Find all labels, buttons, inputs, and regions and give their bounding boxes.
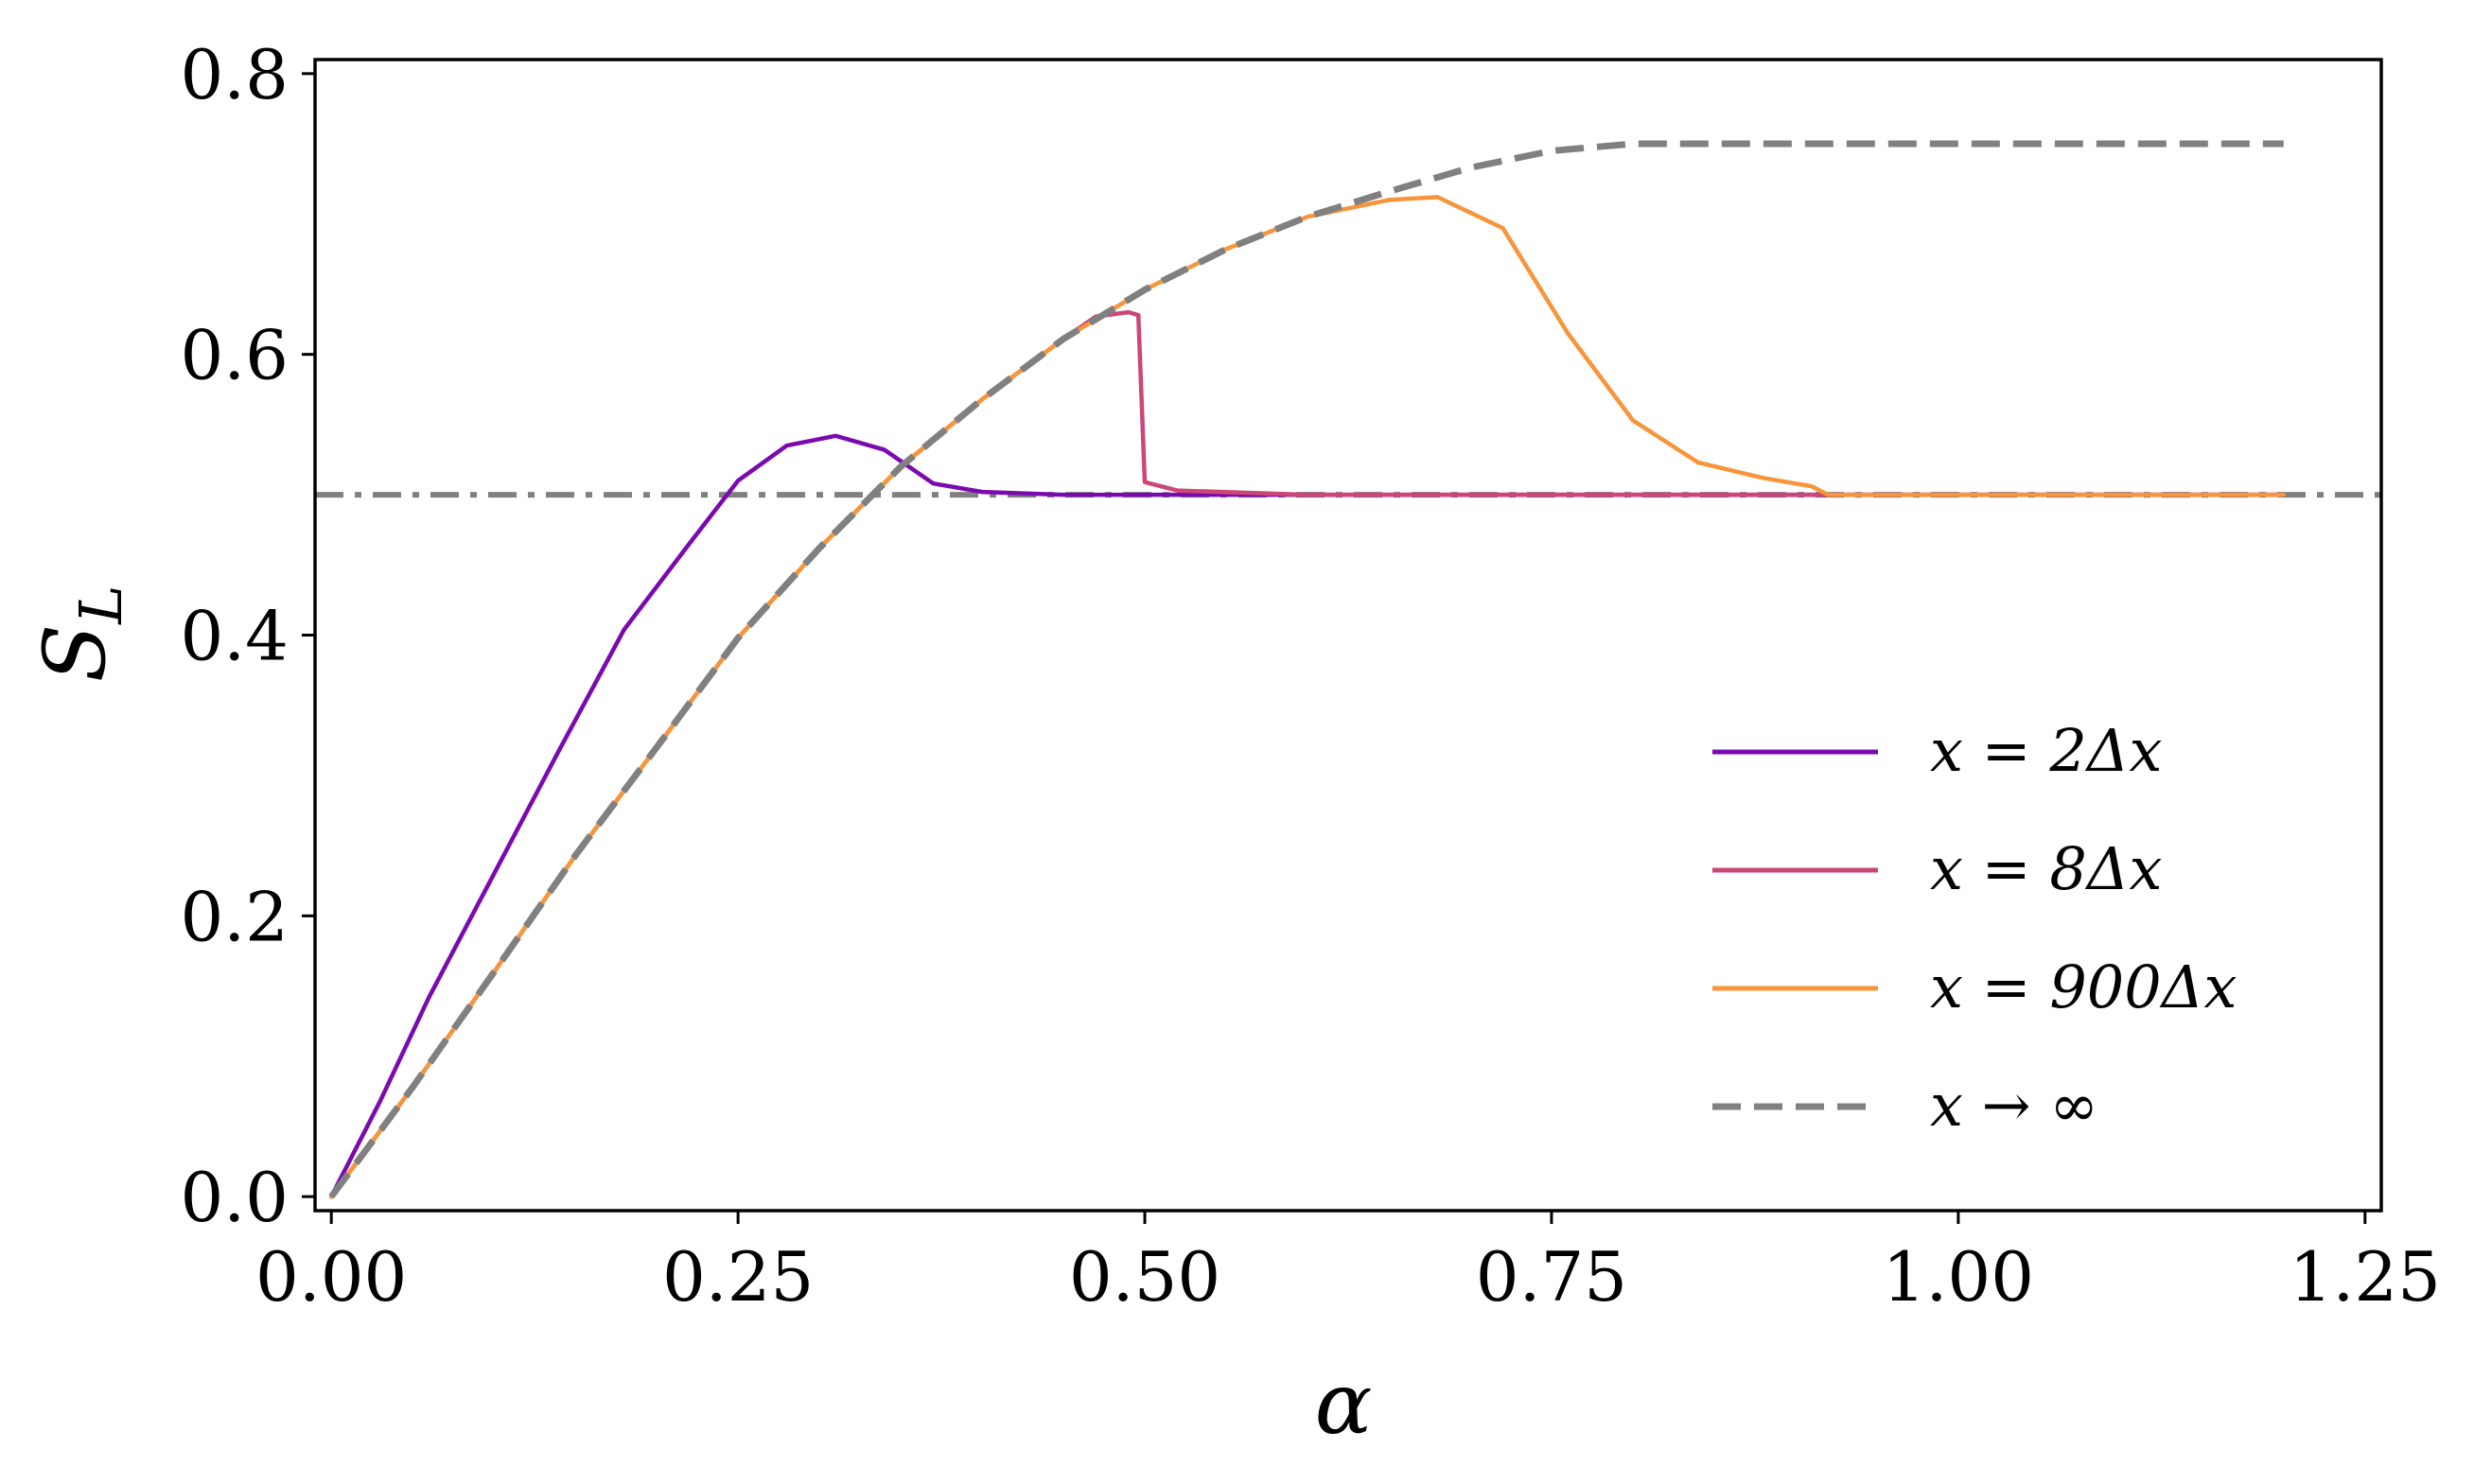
x-tick-label: 0.75: [1476, 1237, 1627, 1317]
series-line-3: [328, 140, 2284, 1199]
x-tick-label: 1.00: [1883, 1237, 2034, 1317]
axis-ticks: 0.00 0.25 0.50 0.75 1.00 1.25 0.0 0.2 0.4 0.6 0.8: [180, 35, 2440, 1317]
y-tick-label: 0.2: [180, 877, 289, 956]
y-tick-label: 0.4: [180, 597, 289, 676]
legend: x = 2Δx x = 8Δx x = 900Δx x → ∞: [1712, 716, 2237, 1140]
x-tick-label: 1.25: [2290, 1237, 2441, 1317]
y-tick-label: 0.8: [180, 35, 289, 114]
y-tick-label: 0.0: [180, 1158, 289, 1237]
legend-label-2: x = 900Δx: [1930, 952, 2237, 1021]
x-tick-label: 0.00: [255, 1237, 407, 1317]
x-axis-label: α: [1315, 1354, 1373, 1454]
legend-label-1: x = 8Δx: [1930, 834, 2163, 903]
plot-lines: [315, 140, 2381, 1199]
legend-label-0: x = 2Δx: [1930, 716, 2163, 785]
y-tick-label: 0.6: [180, 316, 289, 395]
x-tick-label: 0.25: [662, 1237, 814, 1317]
series-line-2: [328, 195, 2287, 1199]
legend-label-3: x → ∞: [1930, 1071, 2098, 1140]
y-axis-label: SL: [26, 585, 135, 683]
x-tick-label: 0.50: [1069, 1237, 1220, 1317]
